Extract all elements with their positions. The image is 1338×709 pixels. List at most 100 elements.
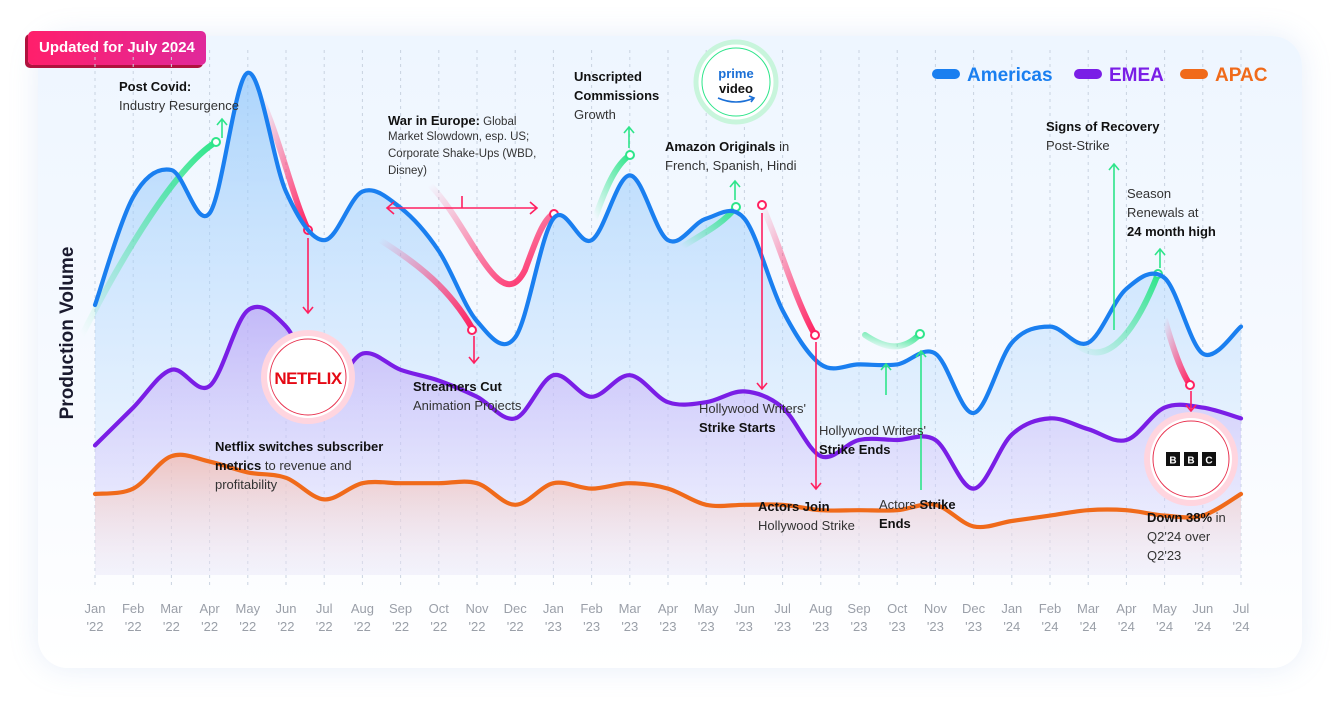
netflix-logo: NETFLIX xyxy=(261,330,355,424)
x-tick-month: Sep xyxy=(847,601,870,616)
x-tick-year: '24 xyxy=(1118,619,1135,634)
x-tick-month: Jun xyxy=(276,601,297,616)
trend-dot xyxy=(1185,380,1195,390)
x-tick-year: '23 xyxy=(812,619,829,634)
annotation-post-covid-title: Post Covid: xyxy=(119,79,191,94)
annotation-recovery-title: Signs of Recovery xyxy=(1046,119,1160,134)
x-tick-month: Aug xyxy=(809,601,832,616)
x-tick-year: '23 xyxy=(965,619,982,634)
line-emea xyxy=(92,304,1244,491)
prime-smile-icon xyxy=(717,95,756,103)
annotation-actors-join-text: Hollywood Strike xyxy=(758,518,855,533)
x-tick-year: '22 xyxy=(392,619,409,634)
trend-down-jul23 xyxy=(759,202,818,338)
x-tick-year: '22 xyxy=(163,619,180,634)
x-tick-month: Sep xyxy=(389,601,412,616)
trend-dot xyxy=(211,137,221,147)
x-tick-year: '23 xyxy=(774,619,791,634)
netflix-wordmark: NETFLIX xyxy=(274,369,342,388)
x-tick-year: '22 xyxy=(239,619,256,634)
x-tick-month: Jul xyxy=(1233,601,1250,616)
bbc-letter: B xyxy=(1187,456,1194,467)
x-tick-month: Jun xyxy=(734,601,755,616)
legend-label-apac: APAC xyxy=(1215,65,1268,86)
x-tick-month: Jun xyxy=(1192,601,1213,616)
x-tick-year: '23 xyxy=(660,619,677,634)
arrow-up xyxy=(880,362,892,395)
arrow-up xyxy=(216,117,228,138)
x-tick-year: '22 xyxy=(354,619,371,634)
line-americas xyxy=(92,70,1244,416)
annotation-amazon-text: French, Spanish, Hindi xyxy=(665,158,797,173)
x-tick-month: Aug xyxy=(351,601,374,616)
x-tick-year: '22 xyxy=(507,619,524,634)
video-wordmark: video xyxy=(719,81,753,96)
annotation-streamers-title: Streamers Cut xyxy=(413,379,503,394)
update-badge: Updated for July 2024 xyxy=(28,31,206,65)
x-tick-year: '22 xyxy=(469,619,486,634)
prime-video-logo: prime video xyxy=(693,39,779,125)
x-tick-year: '24 xyxy=(1156,619,1173,634)
trend-dot xyxy=(467,325,477,335)
x-tick-month: Nov xyxy=(465,601,489,616)
x-tick-year: '24 xyxy=(1003,619,1020,634)
x-tick-year: '23 xyxy=(889,619,906,634)
annotation-writers-end-title: Strike Ends xyxy=(819,442,891,457)
bbc-letter: B xyxy=(1169,456,1176,467)
x-tick-year: '22 xyxy=(278,619,295,634)
series-lines xyxy=(92,70,1244,530)
annotation-war-title: War in Europe: Global xyxy=(388,113,516,128)
annotation-unscripted-title: Commissions xyxy=(574,88,659,103)
trend-up-oct23 xyxy=(862,331,923,350)
arrow-down xyxy=(756,213,768,391)
area-apac xyxy=(95,454,1241,575)
annotation-streamers-text: Animation Projects xyxy=(413,398,522,413)
annotation-renewals-text: Season xyxy=(1127,186,1171,201)
x-tick-year: '22 xyxy=(316,619,333,634)
x-tick-month: Mar xyxy=(619,601,642,616)
arrow-down xyxy=(810,342,822,491)
annotation-renewals-text: Renewals at xyxy=(1127,205,1199,220)
arrow-up xyxy=(915,349,927,490)
annotation-arrows xyxy=(216,117,1197,491)
x-tick-month: Mar xyxy=(1077,601,1100,616)
arrow-down xyxy=(468,336,480,365)
trend-up-mar23 xyxy=(592,152,633,221)
arrow-up xyxy=(623,125,635,148)
trend-dot xyxy=(757,200,767,210)
x-tick-month: Dec xyxy=(962,601,986,616)
trend-down-jun24 xyxy=(1162,317,1193,388)
annotation-unscripted-title: Unscripted xyxy=(574,69,642,84)
annotation-down38-text: Q2'23 xyxy=(1147,548,1181,563)
x-tick-month: Oct xyxy=(429,601,450,616)
annotation-amazon-title: Amazon Originals in xyxy=(665,139,789,154)
legend-swatch-emea xyxy=(1074,69,1102,79)
x-tick-month: Jul xyxy=(316,601,333,616)
trend-segments xyxy=(79,97,1195,390)
x-tick-month: Feb xyxy=(1039,601,1061,616)
x-tick-month: Feb xyxy=(580,601,602,616)
x-tick-month: Feb xyxy=(122,601,144,616)
x-tick-month: Jan xyxy=(85,601,106,616)
x-tick-month: Apr xyxy=(199,601,220,616)
prime-wordmark: prime xyxy=(718,66,753,81)
arrow-up xyxy=(1154,247,1166,268)
trend-dot xyxy=(915,329,925,339)
annotation-renewals-title: 24 month high xyxy=(1127,224,1216,239)
x-tick-month: Oct xyxy=(887,601,908,616)
annotation-post-covid-text: Industry Resurgence xyxy=(119,98,239,113)
trend-down-jun22 xyxy=(259,97,311,233)
annotation-netflix-line: profitability xyxy=(215,477,278,492)
trend-up-may24 xyxy=(1069,271,1161,356)
annotation-recovery-text: Post-Strike xyxy=(1046,138,1110,153)
annotation-war-line: Disney) xyxy=(388,165,427,177)
trend-down-dec22 xyxy=(427,182,556,288)
y-axis-label: Production Volume xyxy=(57,247,78,420)
annotation-writers-end-text: Hollywood Writers' xyxy=(819,423,926,438)
annotation-actors-end-title: Ends xyxy=(879,516,911,531)
annotation-actors-end-text: Actors Strike xyxy=(879,497,956,512)
arrow-up xyxy=(1108,162,1120,330)
bbc-logo: B B C xyxy=(1144,412,1238,506)
bbc-letter: C xyxy=(1205,456,1212,467)
